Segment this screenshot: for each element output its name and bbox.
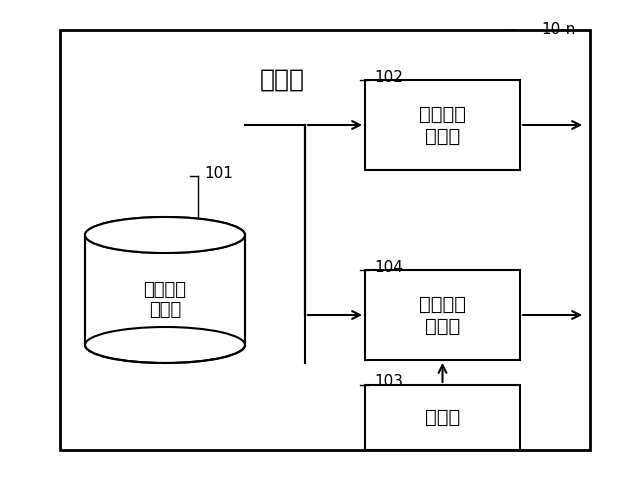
Text: 102: 102 — [374, 69, 403, 84]
Text: 104: 104 — [374, 259, 403, 275]
Text: センサ: センサ — [260, 68, 305, 92]
Ellipse shape — [85, 217, 245, 253]
Bar — [365, 385, 520, 450]
Text: 起動情報
送信部: 起動情報 送信部 — [419, 105, 466, 146]
Ellipse shape — [85, 327, 245, 363]
Text: 識別情報
記憶部: 識別情報 記憶部 — [143, 281, 186, 320]
Bar — [365, 80, 520, 170]
Text: 検出情報
送信部: 検出情報 送信部 — [419, 295, 466, 335]
Bar — [60, 30, 590, 450]
Text: 10-n: 10-n — [541, 23, 575, 38]
Text: 検出部: 検出部 — [425, 408, 460, 427]
Ellipse shape — [85, 217, 245, 253]
Bar — [85, 235, 245, 345]
Text: 103: 103 — [374, 375, 403, 389]
Text: 101: 101 — [204, 165, 233, 180]
Bar — [365, 270, 520, 360]
